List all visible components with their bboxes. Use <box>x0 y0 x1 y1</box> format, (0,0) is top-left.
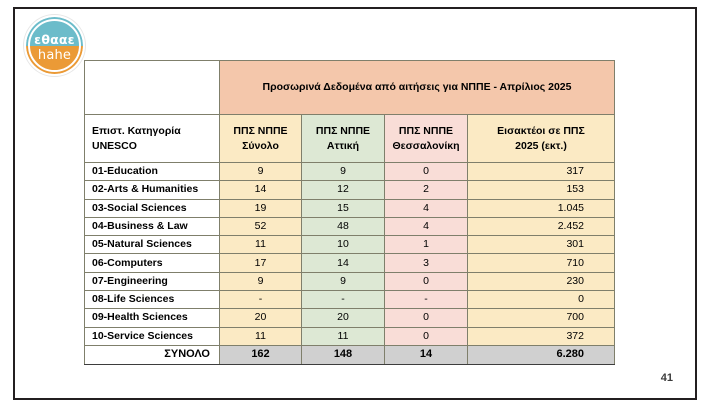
table-row: 01-Education 9 9 0 317 <box>84 161 615 182</box>
cell-thessaloniki: 2 <box>384 180 468 200</box>
table-header-row: Επιστ. Κατηγορία UNESCO ΠΠΣ ΝΠΠΕ Σύνολο … <box>84 114 615 163</box>
applications-data-table: Προσωρινά Δεδομένα από αιτήσεις για ΝΠΠΕ… <box>84 60 615 365</box>
cell-intake: 2.452 <box>467 216 615 237</box>
page-number: 41 <box>660 372 673 384</box>
table-title-row: Προσωρινά Δεδομένα από αιτήσεις για ΝΠΠΕ… <box>84 60 615 115</box>
cell-attiki: 10 <box>301 235 385 255</box>
cell-intake: 700 <box>467 308 615 328</box>
data-table-container: Προσωρινά Δεδομένα από αιτήσεις για ΝΠΠΕ… <box>84 60 615 365</box>
table-row: 10-Service Sciences 11 11 0 372 <box>84 326 615 346</box>
cell-category: 10-Service Sciences <box>84 326 220 346</box>
cell-thessaloniki: 4 <box>384 198 468 218</box>
cell-total: 19 <box>219 198 302 218</box>
logo-wordmark-greek: εθααε <box>34 32 75 47</box>
cell-total: 52 <box>219 216 302 237</box>
ethaae-hahe-logo: εθααε hahe <box>24 15 85 76</box>
column-header-thessaloniki: ΠΠΣ ΝΠΠΕ Θεσσαλονίκη <box>384 114 468 163</box>
cell-thessaloniki: 0 <box>384 326 468 346</box>
cell-attiki: 48 <box>301 216 385 237</box>
cell-attiki: 9 <box>301 161 385 182</box>
logo-disc: εθααε hahe <box>26 17 83 74</box>
cell-total: 9 <box>219 271 302 292</box>
cell-total: 17 <box>219 253 302 273</box>
cell-intake: 317 <box>467 161 615 182</box>
cell-attiki: 11 <box>301 326 385 346</box>
cell-category: 08-Life Sciences <box>84 290 220 310</box>
column-header-thessaloniki-line1: ΠΠΣ ΝΠΠΕ <box>398 125 454 138</box>
cell-attiki: 14 <box>301 253 385 273</box>
logo-wordmark-latin: hahe <box>37 48 72 63</box>
column-header-attiki: ΠΠΣ ΝΠΠΕ Αττική <box>301 114 385 163</box>
table-row: 06-Computers 17 14 3 710 <box>84 253 615 273</box>
cell-thessaloniki: 0 <box>384 271 468 292</box>
table-title: Προσωρινά Δεδομένα από αιτήσεις για ΝΠΠΕ… <box>219 60 615 115</box>
cell-category: 09-Health Sciences <box>84 308 220 328</box>
cell-attiki: 15 <box>301 198 385 218</box>
cell-attiki: 9 <box>301 271 385 292</box>
table-row: 07-Engineering 9 9 0 230 <box>84 271 615 292</box>
table-row: 08-Life Sciences - - - 0 <box>84 290 615 310</box>
cell-category: 06-Computers <box>84 253 220 273</box>
cell-intake: 710 <box>467 253 615 273</box>
column-header-category-line2: UNESCO <box>92 139 137 152</box>
column-header-intake: Εισακτέοι σε ΠΠΣ 2025 (εκτ.) <box>467 114 615 163</box>
cell-intake: 153 <box>467 180 615 200</box>
column-header-thessaloniki-line2: Θεσσαλονίκη <box>392 139 460 152</box>
cell-category: 07-Engineering <box>84 271 220 292</box>
cell-attiki: 12 <box>301 180 385 200</box>
logo-ring <box>28 19 81 72</box>
cell-attiki: - <box>301 290 385 310</box>
slide-canvas: εθααε hahe Προσωρινά Δεδομένα από αιτήσε… <box>13 7 697 400</box>
column-header-total-line1: ΠΠΣ ΝΠΠΕ <box>233 125 288 138</box>
column-header-attiki-line2: Αττική <box>326 139 360 152</box>
cell-total: - <box>219 290 302 310</box>
cell-category: 02-Arts & Humanities <box>84 180 220 200</box>
cell-thessaloniki: 0 <box>384 308 468 328</box>
cell-attiki: 20 <box>301 308 385 328</box>
totals-thessaloniki: 14 <box>384 344 468 365</box>
table-row: 04-Business & Law 52 48 4 2.452 <box>84 216 615 237</box>
totals-label: ΣΥΝΟΛΟ <box>84 344 220 365</box>
cell-intake: 372 <box>467 326 615 346</box>
column-header-category: Επιστ. Κατηγορία UNESCO <box>84 114 220 163</box>
cell-thessaloniki: - <box>384 290 468 310</box>
column-header-total-line2: Σύνολο <box>242 139 279 152</box>
totals-intake: 6.280 <box>467 344 615 365</box>
cell-intake: 0 <box>467 290 615 310</box>
column-header-category-line1: Επιστ. Κατηγορία <box>92 125 181 138</box>
cell-intake: 1.045 <box>467 198 615 218</box>
cell-total: 9 <box>219 161 302 182</box>
column-header-intake-line1: Εισακτέοι σε ΠΠΣ <box>497 125 585 138</box>
column-header-total: ΠΠΣ ΝΠΠΕ Σύνολο <box>219 114 302 163</box>
table-totals-row: ΣΥΝΟΛΟ 162 148 14 6.280 <box>84 344 615 365</box>
cell-category: 01-Education <box>84 161 220 182</box>
cell-thessaloniki: 0 <box>384 161 468 182</box>
table-row: 09-Health Sciences 20 20 0 700 <box>84 308 615 328</box>
cell-intake: 301 <box>467 235 615 255</box>
title-row-spacer <box>84 60 220 115</box>
table-row: 03-Social Sciences 19 15 4 1.045 <box>84 198 615 218</box>
column-header-intake-line2: 2025 (εκτ.) <box>515 139 567 152</box>
cell-category: 03-Social Sciences <box>84 198 220 218</box>
cell-total: 20 <box>219 308 302 328</box>
table-row: 05-Natural Sciences 11 10 1 301 <box>84 235 615 255</box>
cell-category: 05-Natural Sciences <box>84 235 220 255</box>
cell-intake: 230 <box>467 271 615 292</box>
cell-thessaloniki: 3 <box>384 253 468 273</box>
cell-total: 11 <box>219 235 302 255</box>
table-row: 02-Arts & Humanities 14 12 2 153 <box>84 180 615 200</box>
cell-category: 04-Business & Law <box>84 216 220 237</box>
cell-thessaloniki: 1 <box>384 235 468 255</box>
cell-thessaloniki: 4 <box>384 216 468 237</box>
totals-attiki: 148 <box>301 344 385 365</box>
cell-total: 14 <box>219 180 302 200</box>
cell-total: 11 <box>219 326 302 346</box>
totals-total: 162 <box>219 344 302 365</box>
column-header-attiki-line1: ΠΠΣ ΝΠΠΕ <box>315 125 371 138</box>
